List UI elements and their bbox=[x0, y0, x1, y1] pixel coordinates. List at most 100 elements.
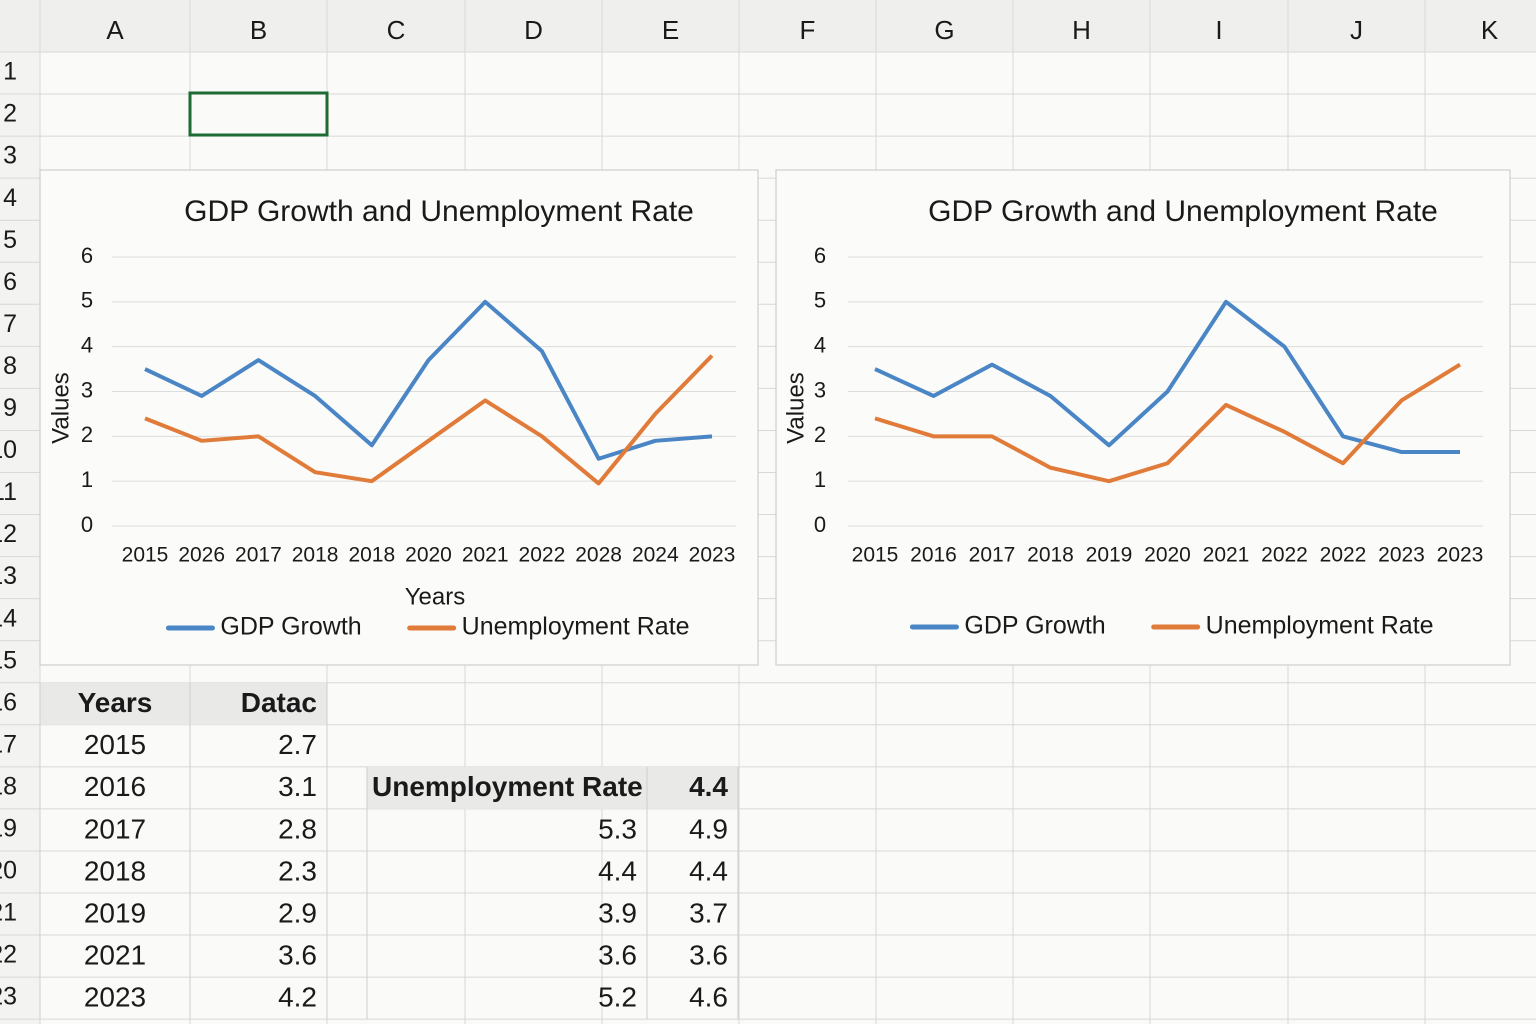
y-tick-label: 3 bbox=[814, 377, 826, 402]
column-header: D bbox=[524, 15, 543, 45]
y-axis-label: Values bbox=[782, 372, 809, 444]
table-cell: 5.3 bbox=[598, 813, 637, 844]
x-tick-label: 2015 bbox=[122, 544, 169, 567]
column-header: I bbox=[1215, 15, 1222, 45]
table-cell: 4.6 bbox=[689, 981, 728, 1012]
row-header: 18 bbox=[0, 772, 17, 800]
table-cell: 2019 bbox=[84, 897, 146, 928]
y-tick-label: 4 bbox=[81, 332, 93, 357]
table-cell: 3.6 bbox=[689, 939, 728, 970]
chart-area bbox=[39, 169, 759, 666]
column-header: E bbox=[662, 15, 679, 45]
row-header: 19 bbox=[0, 815, 17, 843]
row-header: 8 bbox=[3, 352, 17, 380]
x-tick-label: 2017 bbox=[235, 544, 282, 567]
y-tick-label: 2 bbox=[81, 422, 93, 447]
tables: Years Datac 2015 2.7 2016 3.1 2017 2.8 2018 2.3 20… bbox=[39, 682, 739, 1020]
x-tick-label: 2026 bbox=[178, 544, 225, 567]
x-tick-label: 2021 bbox=[462, 544, 509, 567]
row-header: 12 bbox=[0, 520, 17, 548]
table-cell: 5.2 bbox=[598, 981, 637, 1012]
charts: GDP Growth and Unemployment Rate 0 1 2 3 4 5 6 V… bbox=[39, 169, 1511, 666]
x-tick-label: 2018 bbox=[292, 544, 339, 567]
table-cell: 2021 bbox=[84, 939, 146, 970]
legend-label: GDP Growth bbox=[964, 612, 1105, 640]
legend-label: Unemployment Rate bbox=[1206, 612, 1434, 640]
table-cell: 4.2 bbox=[278, 981, 317, 1012]
row-header: 5 bbox=[3, 226, 17, 254]
table-cell: 2.3 bbox=[278, 855, 317, 886]
x-tick-label: 2018 bbox=[348, 544, 395, 567]
x-tick-label: 2017 bbox=[969, 544, 1016, 567]
chart-area bbox=[775, 169, 1511, 666]
table-cell: 2.8 bbox=[278, 813, 317, 844]
row-header: 14 bbox=[0, 604, 17, 632]
table-cell: 4.9 bbox=[689, 813, 728, 844]
x-tick-label: 2016 bbox=[910, 544, 957, 567]
table-cell: 3.7 bbox=[689, 897, 728, 928]
legend-label: GDP Growth bbox=[220, 613, 361, 641]
table-cell: 2018 bbox=[84, 855, 146, 886]
x-tick-label: 2024 bbox=[632, 544, 679, 567]
column-header: A bbox=[106, 15, 124, 45]
table-header-cell: 4.4 bbox=[689, 771, 728, 802]
column-header: H bbox=[1072, 15, 1091, 45]
x-tick-label: 2019 bbox=[1086, 544, 1133, 567]
row-header: 11 bbox=[0, 478, 17, 506]
headers: A B C D E F G H I J K bbox=[106, 15, 1499, 45]
row-header: 6 bbox=[3, 268, 17, 296]
x-tick-label: 2028 bbox=[575, 544, 622, 567]
legend: GDP Growth Unemployment Rate bbox=[909, 612, 1434, 640]
table-cell: 4.4 bbox=[689, 855, 728, 886]
y-tick-label: 1 bbox=[81, 467, 93, 492]
column-header: J bbox=[1350, 15, 1363, 45]
column-header-bar bbox=[0, 0, 1536, 52]
x-tick-label: 2020 bbox=[405, 544, 452, 567]
table-cell: 2.7 bbox=[278, 729, 317, 760]
table-cell: 4.4 bbox=[598, 855, 637, 886]
y-tick-label: 3 bbox=[81, 377, 93, 402]
table-cell: 3.6 bbox=[278, 939, 317, 970]
y-tick-label: 1 bbox=[814, 467, 826, 492]
column-header: F bbox=[800, 15, 816, 45]
y-tick-label: 4 bbox=[814, 332, 826, 357]
x-tick-label: 2022 bbox=[1320, 544, 1367, 567]
table-cell: 2.9 bbox=[278, 897, 317, 928]
y-axis-label: Values bbox=[47, 372, 74, 444]
table-header-cell: Unemployment Rate bbox=[372, 771, 643, 802]
x-tick-label: 2023 bbox=[1437, 544, 1484, 567]
row-header: 20 bbox=[0, 857, 17, 885]
x-tick-label: 2022 bbox=[1261, 544, 1308, 567]
row-header: 4 bbox=[3, 184, 17, 212]
x-tick-label: 2015 bbox=[852, 544, 899, 567]
y-tick-label: 5 bbox=[814, 288, 826, 313]
table-header-background bbox=[40, 682, 327, 725]
table-cell: 3.9 bbox=[598, 897, 637, 928]
chart-title: GDP Growth and Unemployment Rate bbox=[928, 195, 1438, 228]
series-line bbox=[144, 299, 713, 461]
legend: GDP Growth Unemployment Rate bbox=[165, 613, 690, 641]
x-tick-label: 2021 bbox=[1203, 544, 1250, 567]
selected-cell[interactable] bbox=[188, 91, 329, 137]
row-headers: 1234567891011121314151617181920212223 bbox=[0, 58, 17, 1011]
chart: GDP Growth and Unemployment Rate 0 1 2 3 4 5 6 V… bbox=[39, 169, 759, 666]
x-tick-label: 2023 bbox=[689, 544, 736, 567]
row-header: 16 bbox=[0, 688, 17, 716]
y-tick-label: 5 bbox=[81, 288, 93, 313]
table-cell: 2023 bbox=[84, 981, 146, 1012]
column-header: G bbox=[934, 15, 954, 45]
row-header: 13 bbox=[0, 562, 17, 590]
y-tick-label: 0 bbox=[81, 512, 93, 537]
row-header: 17 bbox=[0, 730, 17, 758]
row-header-bar bbox=[0, 52, 40, 1024]
row-header: 21 bbox=[0, 899, 17, 927]
x-axis-label: Years bbox=[405, 583, 466, 610]
chart: GDP Growth and Unemployment Rate 0 1 2 3 4 5 6 V… bbox=[775, 169, 1511, 666]
y-tick-label: 2 bbox=[814, 422, 826, 447]
x-tick-label: 2020 bbox=[1144, 544, 1191, 567]
row-header: 9 bbox=[3, 394, 17, 422]
table-cell: 2017 bbox=[84, 813, 146, 844]
row-header: 15 bbox=[0, 646, 17, 674]
row-header: 10 bbox=[0, 436, 17, 464]
column-header: K bbox=[1481, 15, 1499, 45]
